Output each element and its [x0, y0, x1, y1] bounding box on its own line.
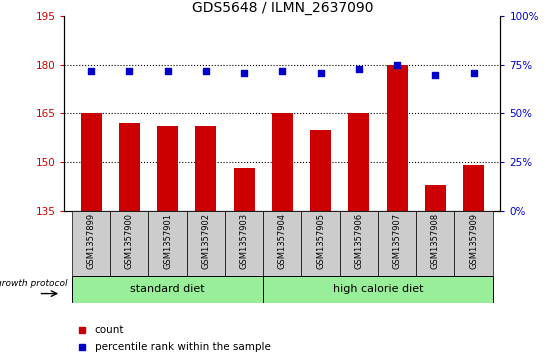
Text: GSM1357909: GSM1357909 [469, 212, 478, 269]
FancyBboxPatch shape [110, 211, 149, 276]
Bar [234, 168, 254, 211]
Text: GSM1357902: GSM1357902 [201, 212, 210, 269]
Text: GSM1357905: GSM1357905 [316, 212, 325, 269]
Text: GSM1357906: GSM1357906 [354, 212, 363, 269]
Point [431, 72, 440, 77]
Point [278, 68, 287, 74]
Text: GSM1357908: GSM1357908 [431, 212, 440, 269]
FancyBboxPatch shape [263, 211, 301, 276]
Text: standard diet: standard diet [130, 285, 205, 294]
Point [201, 68, 210, 74]
Text: GSM1357899: GSM1357899 [87, 212, 96, 269]
FancyBboxPatch shape [340, 211, 378, 276]
Point [316, 70, 325, 76]
Text: GSM1357907: GSM1357907 [392, 212, 401, 269]
Bar [348, 114, 369, 211]
Text: GSM1357903: GSM1357903 [240, 212, 249, 269]
Point [392, 62, 401, 68]
FancyBboxPatch shape [72, 211, 110, 276]
FancyBboxPatch shape [72, 277, 263, 303]
Bar [463, 165, 484, 211]
Text: count: count [95, 325, 124, 335]
Bar [425, 185, 446, 211]
Bar [310, 130, 331, 211]
Point [354, 66, 363, 72]
Point [87, 68, 96, 74]
Text: GSM1357901: GSM1357901 [163, 212, 172, 269]
Text: GSM1357904: GSM1357904 [278, 212, 287, 269]
Point [163, 68, 172, 74]
FancyBboxPatch shape [263, 277, 492, 303]
FancyBboxPatch shape [454, 211, 492, 276]
Point [125, 68, 134, 74]
Text: high calorie diet: high calorie diet [333, 285, 423, 294]
FancyBboxPatch shape [225, 211, 263, 276]
Bar [386, 65, 408, 211]
Bar [272, 114, 293, 211]
Bar [195, 126, 216, 211]
Bar [119, 123, 140, 211]
FancyBboxPatch shape [301, 211, 340, 276]
Bar [157, 126, 178, 211]
FancyBboxPatch shape [187, 211, 225, 276]
FancyBboxPatch shape [416, 211, 454, 276]
Text: percentile rank within the sample: percentile rank within the sample [95, 342, 271, 352]
Point [469, 70, 478, 76]
Point [240, 70, 249, 76]
Title: GDS5648 / ILMN_2637090: GDS5648 / ILMN_2637090 [192, 1, 373, 15]
Text: GSM1357900: GSM1357900 [125, 212, 134, 269]
Bar [80, 114, 102, 211]
FancyBboxPatch shape [378, 211, 416, 276]
Text: growth protocol: growth protocol [0, 279, 68, 288]
FancyBboxPatch shape [149, 211, 187, 276]
